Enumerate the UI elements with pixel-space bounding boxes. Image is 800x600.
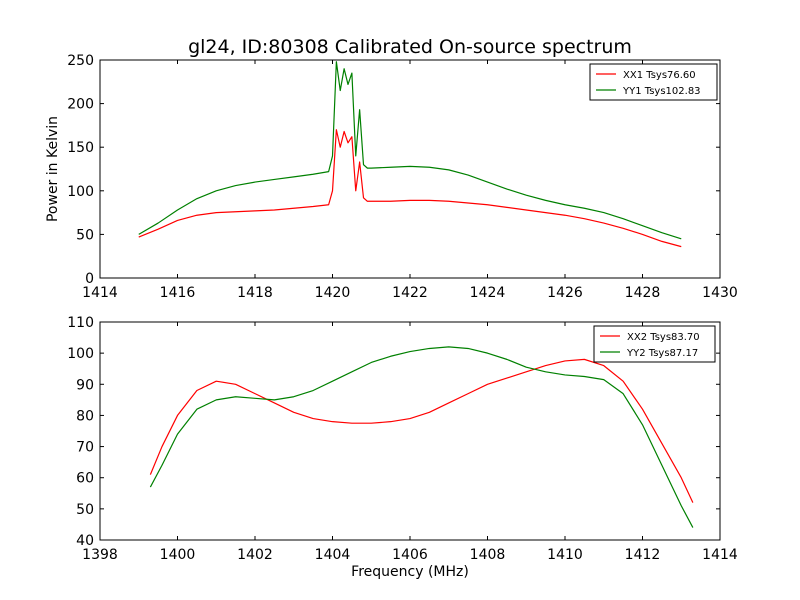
chart-title: gl24, ID:80308 Calibrated On-source spec… (188, 36, 632, 58)
y-tick-label: 80 (76, 408, 94, 424)
series-line-1-1 (138, 129, 682, 248)
x-tick-label: 1420 (315, 285, 351, 301)
x-tick-label: 1422 (392, 285, 428, 301)
series-line-2-2 (149, 346, 694, 528)
x-tick-label: 1412 (625, 547, 661, 563)
legend-box (589, 63, 718, 101)
y-tick-label: 90 (76, 377, 94, 393)
x-tick-label: 1398 (82, 547, 118, 563)
x-tick-label: 1428 (625, 285, 661, 301)
legend-label: XX1 Tsys76.60 (623, 70, 696, 81)
y-axis-label: Power in Kelvin (45, 116, 61, 222)
legend-box (593, 325, 716, 363)
x-axis-label: Frequency (MHz) (351, 564, 469, 580)
legend-label: YY1 Tsys102.83 (622, 86, 701, 97)
y-tick-label: 110 (67, 315, 94, 331)
x-tick-label: 1426 (547, 285, 583, 301)
plot-panel-2: 1398 1400 1402 1404 1406 1408 1410 1412 1414 40 50… (67, 315, 738, 580)
y-tick-label: 60 (76, 471, 94, 487)
x-tick-label: 1416 (160, 285, 196, 301)
legend: XX2 Tsys83.70 YY2 Tsys87.17 (593, 325, 716, 363)
y-tick-label: 50 (76, 227, 94, 243)
x-tick-label: 1410 (547, 547, 583, 563)
y-tick-label: 0 (85, 271, 94, 287)
plot-panel-1: 1414 1416 1418 1420 1422 1424 1426 1428 1430 0 50 1… (45, 53, 738, 301)
legend: XX1 Tsys76.60 YY1 Tsys102.83 (589, 63, 718, 101)
x-tick-label: 1430 (702, 285, 738, 301)
legend-label: YY2 Tsys87.17 (626, 348, 698, 359)
y-tick-label: 200 (67, 97, 94, 113)
y-tick-label: 70 (76, 440, 94, 456)
y-tick-label: 250 (67, 53, 94, 69)
x-tick-label: 1408 (470, 547, 506, 563)
x-tick-label: 1424 (470, 285, 506, 301)
y-tick-label: 100 (67, 346, 94, 362)
x-tick-label: 1414 (82, 285, 118, 301)
legend-label: XX2 Tsys83.70 (627, 332, 700, 343)
x-tick-label: 1418 (237, 285, 273, 301)
series-line-2-1 (149, 358, 694, 503)
y-tick-label: 150 (67, 140, 94, 156)
x-tick-label: 1406 (392, 547, 428, 563)
y-tick-label: 40 (76, 533, 94, 549)
y-tick-label: 50 (76, 502, 94, 518)
x-tick-label: 1402 (237, 547, 273, 563)
x-tick-label: 1400 (160, 547, 196, 563)
y-tick-label: 100 (67, 184, 94, 200)
series-line-1-2 (138, 61, 682, 240)
x-tick-label: 1414 (702, 547, 738, 563)
x-tick-label: 1404 (315, 547, 351, 563)
